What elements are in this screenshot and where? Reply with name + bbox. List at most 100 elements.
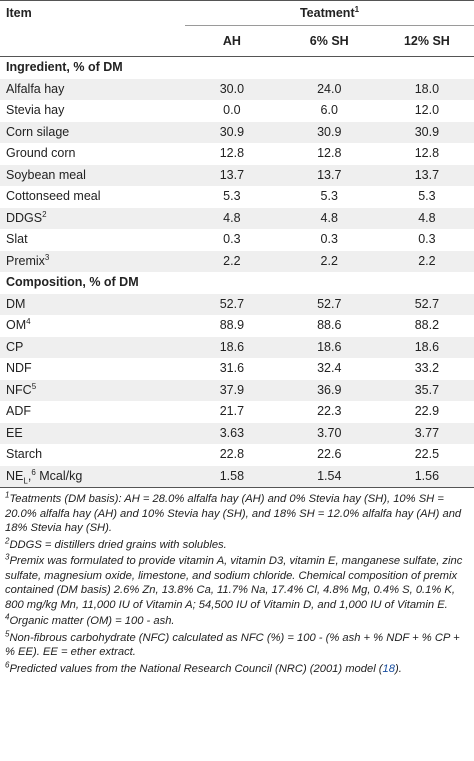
row-label: EE: [0, 422, 186, 444]
footnote: 5Non-fibrous carbohydrate (NFC) calculat…: [5, 628, 460, 658]
value-cell: 5.3: [223, 189, 241, 203]
value-cell: 88.2: [414, 318, 440, 332]
value-cell: 52.7: [379, 293, 474, 315]
table-row: Slat 0.3 0.3 0.3: [0, 229, 474, 251]
row-label: Premix3: [0, 250, 186, 272]
value-cell: 5.3: [320, 189, 338, 203]
footnote: 3Premix was formulated to provide vitami…: [5, 552, 463, 611]
value-cell: 88.6: [317, 318, 342, 332]
row-label: Soybean meal: [0, 164, 186, 186]
row-label: Alfalfa hay: [0, 78, 186, 100]
row-label: Corn silage: [0, 121, 186, 143]
value-cell: 30.0: [185, 78, 279, 100]
value-cell: 6.0: [320, 103, 338, 117]
value-cell: 22.8: [219, 447, 245, 461]
value-cell: 13.7: [379, 164, 474, 186]
group-12sh-header: 12% SH: [379, 25, 474, 57]
value-cell: 22.5: [414, 447, 440, 461]
value-cell: 37.9: [185, 379, 279, 401]
footnote: 4Organic matter (OM) = 100 - ash.: [5, 612, 175, 627]
value-cell: 0.3: [223, 232, 241, 246]
table-row: Soybean meal 13.7 13.7 13.7: [0, 164, 474, 186]
value-cell: 12.8: [317, 146, 342, 160]
table-row: ADF 21.7 22.3 22.9: [0, 401, 474, 423]
value-cell: 12.8: [414, 146, 440, 160]
value-cell: 3.77: [379, 422, 474, 444]
row-label: DM: [0, 293, 186, 315]
value-cell: 21.7: [219, 404, 245, 418]
value-cell: 12.0: [414, 103, 440, 117]
row-label: Starch: [6, 447, 43, 461]
row-label: Cottonseed meal: [6, 189, 101, 203]
section-title-row: Ingredient, % of DM: [0, 57, 474, 79]
section-title-row: Composition, % of DM: [0, 272, 474, 294]
value-cell: 35.7: [379, 379, 474, 401]
value-cell: 3.63: [185, 422, 279, 444]
value-cell: 1.54: [278, 465, 380, 488]
table-row: Corn silage 30.9 30.9 30.9: [0, 121, 474, 143]
table-footnotes: 1Teatments (DM basis): AH = 28.0% alfalf…: [0, 488, 474, 676]
footnote: 6Predicted values from the National Rese…: [5, 659, 402, 675]
value-cell: 2.2: [185, 250, 279, 272]
value-cell: 13.7: [185, 164, 279, 186]
value-cell: 24.0: [278, 78, 380, 100]
value-cell: 4.8: [379, 207, 474, 229]
footnote: 1Teatments (DM basis): AH = 28.0% alfalf…: [5, 490, 462, 534]
value-cell: 0.3: [320, 232, 338, 246]
value-cell: 30.9: [278, 121, 380, 143]
row-label: Stevia hay: [6, 103, 65, 117]
value-cell: 31.6: [219, 361, 245, 375]
value-cell: 18.6: [379, 336, 474, 358]
col-item-header: Item: [0, 0, 186, 26]
table-row: NFC5 37.9 36.9 35.7: [0, 379, 474, 401]
diet-composition-table: Item Teatment1 AH 6% SH 12% SH Ingredien…: [0, 0, 474, 488]
header-row-1: Item Teatment1: [0, 0, 474, 26]
value-cell: 88.9: [219, 318, 245, 332]
row-label: OM4: [6, 316, 31, 332]
section-title: Ingredient, % of DM: [6, 60, 123, 74]
value-cell: 1.58: [185, 465, 279, 488]
group-6sh-header: 6% SH: [278, 25, 380, 57]
value-cell: 52.7: [185, 293, 279, 315]
table-row: NEL,6 Mcal/kg 1.58 1.54 1.56: [0, 465, 474, 488]
table-row: Premix3 2.2 2.2 2.2: [0, 250, 474, 272]
row-label: DDGS2: [0, 207, 186, 229]
row-label: CP: [0, 336, 186, 358]
value-cell: 30.9: [379, 121, 474, 143]
value-cell: 3.70: [278, 422, 380, 444]
value-cell: 0.3: [418, 232, 436, 246]
value-cell: 13.7: [278, 164, 380, 186]
table-row: Starch 22.8 22.6 22.5: [0, 444, 474, 466]
table-row: OM4 88.9 88.6 88.2: [0, 315, 474, 337]
value-cell: 12.8: [219, 146, 245, 160]
value-cell: 32.4: [317, 361, 342, 375]
table-row: CP 18.6 18.6 18.6: [0, 336, 474, 358]
table-row: Alfalfa hay 30.0 24.0 18.0: [0, 78, 474, 100]
col-treatment-header: Teatment1: [185, 0, 474, 26]
value-cell: 18.6: [185, 336, 279, 358]
value-cell: 2.2: [278, 250, 380, 272]
table-row: Ground corn 12.8 12.8 12.8: [0, 143, 474, 165]
value-cell: 1.56: [379, 465, 474, 488]
value-cell: 52.7: [278, 293, 380, 315]
value-cell: 30.9: [185, 121, 279, 143]
value-cell: 4.8: [185, 207, 279, 229]
row-label: NDF: [6, 361, 32, 375]
row-label: Slat: [6, 232, 28, 246]
value-cell: 22.3: [317, 404, 342, 418]
value-cell: 33.2: [414, 361, 440, 375]
value-cell: 2.2: [379, 250, 474, 272]
table-row: NDF 31.6 32.4 33.2: [0, 358, 474, 380]
reference-link[interactable]: 18: [382, 662, 395, 675]
table-row: Cottonseed meal 5.3 5.3 5.3: [0, 186, 474, 208]
section-title: Composition, % of DM: [6, 275, 139, 289]
group-ah-header: AH: [185, 25, 279, 57]
table-row: DDGS2 4.8 4.8 4.8: [0, 207, 474, 229]
row-label: ADF: [6, 404, 31, 418]
row-label: NEL,6 Mcal/kg: [0, 465, 186, 488]
value-cell: 18.0: [379, 78, 474, 100]
value-cell: 0.0: [223, 103, 241, 117]
table-row: EE 3.63 3.70 3.77: [0, 422, 474, 444]
footnote: 2DDGS = distillers dried grains with sol…: [5, 535, 227, 551]
